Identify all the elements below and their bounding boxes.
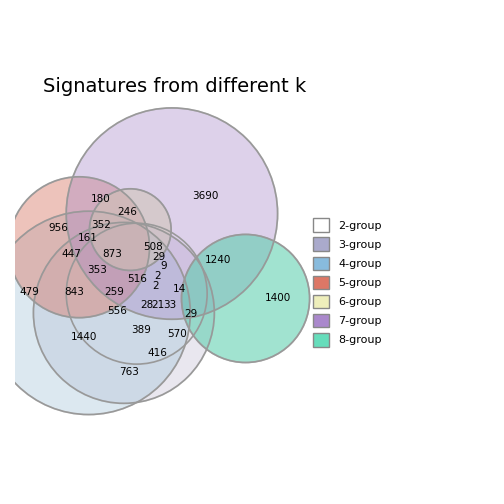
Ellipse shape: [66, 108, 278, 320]
Ellipse shape: [181, 234, 309, 362]
Text: 763: 763: [119, 367, 139, 377]
Text: 161: 161: [78, 233, 98, 242]
Text: 508: 508: [143, 242, 163, 252]
Text: 29: 29: [184, 309, 197, 320]
Text: 873: 873: [103, 248, 122, 259]
Text: 33: 33: [163, 300, 176, 310]
Text: 556: 556: [107, 306, 128, 317]
Text: 1240: 1240: [205, 255, 231, 265]
Text: 1400: 1400: [265, 293, 291, 303]
Text: 352: 352: [92, 220, 111, 230]
Text: 353: 353: [87, 265, 107, 275]
Text: 570: 570: [167, 329, 186, 339]
Text: 843: 843: [65, 287, 84, 297]
Text: 516: 516: [127, 274, 147, 284]
Ellipse shape: [9, 177, 150, 318]
Legend: 2-group, 3-group, 4-group, 5-group, 6-group, 7-group, 8-group: 2-group, 3-group, 4-group, 5-group, 6-gr…: [307, 213, 388, 352]
Ellipse shape: [33, 222, 214, 403]
Title: Signatures from different k: Signatures from different k: [43, 78, 307, 96]
Text: 259: 259: [104, 287, 124, 297]
Text: 180: 180: [91, 194, 111, 204]
Text: 447: 447: [61, 248, 81, 259]
Text: 246: 246: [117, 207, 137, 217]
Text: 1440: 1440: [71, 332, 97, 342]
Text: 2: 2: [154, 271, 161, 281]
Text: 956: 956: [48, 223, 68, 233]
Text: 9: 9: [160, 262, 167, 272]
Text: 416: 416: [148, 348, 167, 358]
Ellipse shape: [89, 189, 171, 271]
Text: 479: 479: [20, 287, 39, 297]
Text: 28: 28: [141, 300, 154, 310]
Text: 3690: 3690: [193, 191, 219, 201]
Text: 14: 14: [173, 284, 186, 294]
Ellipse shape: [0, 211, 191, 415]
Text: 21: 21: [151, 300, 164, 310]
Text: 389: 389: [132, 326, 151, 336]
Text: 29: 29: [153, 252, 166, 262]
Text: 2: 2: [153, 281, 159, 291]
